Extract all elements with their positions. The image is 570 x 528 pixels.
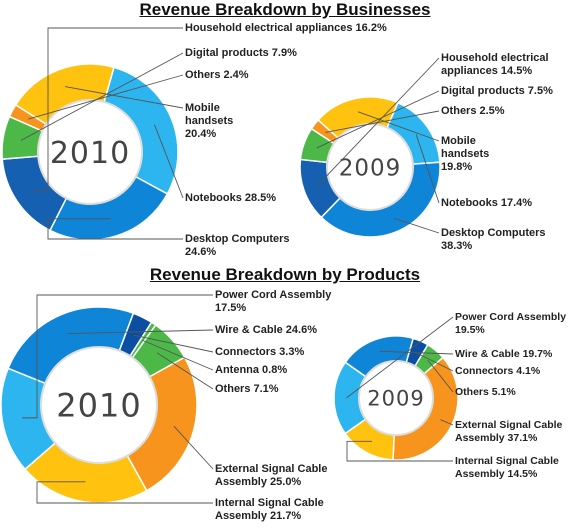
label-b2010-mobile: Mobile handsets 20.4% (185, 102, 234, 140)
label-p2010-wire: Wire & Cable 24.6% (215, 324, 317, 336)
label-p2009-external: External Signal Cable Assembly 37.1% (455, 419, 563, 444)
label-p2010-antenna: Antenna 0.8% (215, 364, 288, 376)
leader-others (427, 359, 454, 393)
donut-business-2010: 2010 (1, 63, 179, 241)
label-p2009-others: Others 5.1% (455, 386, 516, 398)
leader-notebooks (154, 124, 184, 199)
label-p2009-internal: Internal Signal Cable Assembly 14.5% (455, 455, 559, 480)
donut-hole (37, 99, 143, 205)
label-b2009-mobile: Mobile handsets 19.8% (441, 135, 490, 173)
leader-digital-products (20, 52, 184, 141)
label-p2010-powercord: Power Cord Assembly 17.5% (215, 289, 332, 314)
label-p2009-connectors: Connectors 4.1% (455, 365, 541, 377)
leader-internal-signal-cable-assembly (36, 481, 213, 504)
label-b2010-digital: Digital products 7.9% (185, 47, 297, 59)
donut-hole (358, 360, 434, 436)
center-year-label: 2010 (56, 387, 141, 425)
leader-power-cord-assembly (346, 316, 454, 399)
label-p2010-external: External Signal Cable Assembly 25.0% (215, 463, 328, 488)
leader-others (28, 74, 184, 120)
leader-wire-cable (67, 329, 214, 335)
label-b2009-others: Others 2.5% (441, 105, 505, 117)
leader-mobile-handsets (357, 111, 440, 142)
leader-notebooks (415, 134, 440, 204)
donut-products-2009: 2009 (333, 335, 459, 461)
donut-hole (40, 346, 158, 464)
center-year-label: 2009 (367, 387, 424, 411)
leader-lines (20, 27, 454, 504)
label-b2009-notebooks: Notebooks 17.4% (441, 197, 533, 209)
label-p2009-powercord: Power Cord Assembly 19.5% (455, 311, 567, 336)
label-p2010-connectors: Connectors 3.3% (215, 346, 305, 358)
label-b2009-household: Household electrical appliances 14.5% (441, 52, 549, 77)
leader-external-signal-cable-assembly (173, 426, 214, 470)
leader-household-electrical-appliances (31, 27, 183, 192)
leader-others (156, 352, 214, 390)
donut-products-2010: 2010 (0, 306, 198, 504)
label-b2010-notebooks: Notebooks 28.5% (185, 192, 277, 204)
leader-antenna (142, 339, 214, 371)
label-b2010-desktop: Desktop Computers 24.6% (185, 233, 290, 258)
leader-others (325, 110, 440, 133)
label-b2009-digital: Digital products 7.5% (441, 85, 553, 97)
leader-connectors (133, 334, 214, 353)
donut-business-2009: 2009 (299, 96, 441, 238)
label-p2009-wire: Wire & Cable 19.7% (455, 348, 553, 360)
leader-desktop-computers (47, 218, 183, 240)
leader-external-signal-cable-assembly (440, 419, 454, 426)
leader-internal-signal-cable-assembly (346, 440, 453, 462)
title-products: Revenue Breakdown by Products (149, 265, 421, 284)
label-b2009-desktop: Desktop Computers 38.3% (441, 227, 546, 252)
label-b2010-household: Household electrical appliances 16.2% (185, 22, 387, 34)
label-p2010-others: Others 7.1% (215, 383, 279, 395)
label-b2010-others: Others 2.4% (185, 69, 249, 81)
leader-connectors (415, 352, 454, 372)
center-year-label: 2010 (50, 136, 130, 171)
title-businesses: Revenue Breakdown by Businesses (139, 0, 431, 19)
leader-power-cord-assembly (22, 294, 213, 419)
center-year-label: 2009 (339, 155, 402, 181)
leader-digital-products (316, 90, 440, 149)
leader-mobile-handsets (64, 86, 184, 109)
label-p2010-internal: Internal Signal Cable Assembly 21.7% (215, 497, 324, 522)
leader-desktop-computers (393, 217, 440, 234)
